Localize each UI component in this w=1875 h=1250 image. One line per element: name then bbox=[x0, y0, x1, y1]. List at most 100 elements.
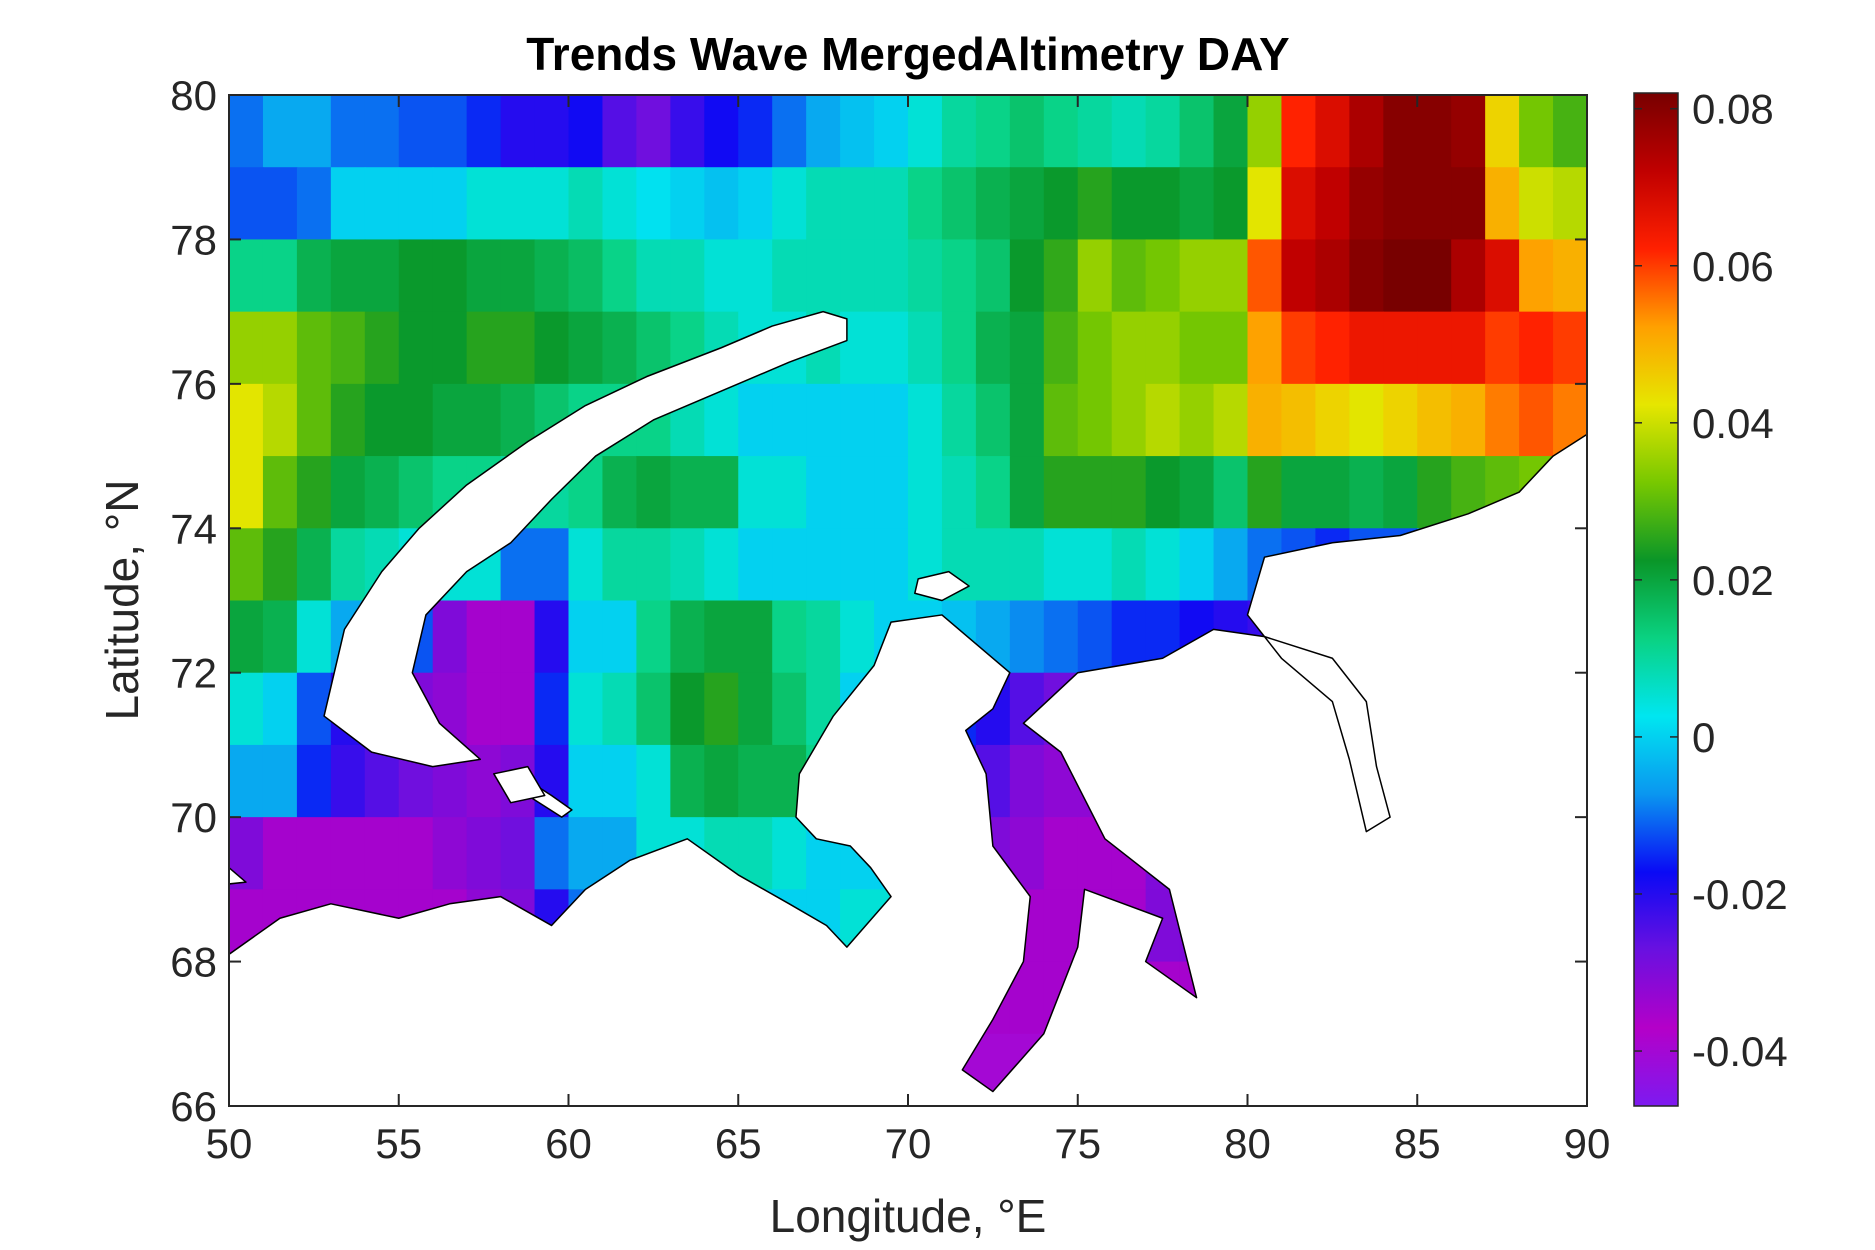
heatmap-cell bbox=[500, 311, 536, 385]
heatmap-cell bbox=[568, 95, 604, 168]
heatmap-cell bbox=[1145, 95, 1181, 168]
heatmap-cell bbox=[670, 672, 705, 746]
heatmap-cell bbox=[534, 311, 570, 385]
land-mask bbox=[229, 310, 1587, 1106]
heatmap-cell bbox=[1043, 239, 1079, 313]
heatmap-cell bbox=[364, 95, 400, 168]
heatmap-cell bbox=[840, 383, 875, 457]
heatmap-cell bbox=[466, 817, 502, 890]
heatmap-cell bbox=[1009, 528, 1045, 602]
heatmap-cell bbox=[1383, 239, 1418, 313]
heatmap-cell bbox=[1383, 456, 1418, 529]
heatmap-cell bbox=[364, 456, 400, 529]
heatmap-cell bbox=[602, 456, 637, 529]
heatmap-cell bbox=[1111, 528, 1147, 602]
heatmap-cell bbox=[466, 600, 502, 674]
heatmap-cell bbox=[1349, 167, 1384, 241]
heatmap-cell bbox=[704, 95, 739, 168]
heatmap-cell bbox=[1485, 95, 1520, 168]
heatmap-cell bbox=[330, 744, 366, 818]
heatmap-cell bbox=[1043, 600, 1079, 674]
heatmap-cell bbox=[229, 383, 264, 457]
heatmap-cell bbox=[1519, 239, 1554, 313]
heatmap-cell bbox=[568, 744, 604, 818]
heatmap-cell bbox=[534, 239, 570, 313]
heatmap-cell bbox=[1349, 95, 1384, 168]
heatmap-cell bbox=[975, 311, 1011, 385]
x-axis: 50 55 60 65 70 75 80 85 90 bbox=[206, 95, 1610, 1167]
heatmap-cell bbox=[1009, 456, 1045, 529]
heatmap-cell bbox=[432, 167, 468, 241]
heatmap-cell bbox=[602, 528, 637, 602]
heatmap-cell bbox=[772, 167, 807, 241]
heatmap-cell bbox=[1179, 239, 1215, 313]
heatmap-cell bbox=[1009, 600, 1045, 674]
heatmap-cell bbox=[941, 311, 977, 385]
heatmap-cell bbox=[1281, 167, 1316, 241]
heatmap-cell bbox=[1519, 167, 1554, 241]
heatmap-cell bbox=[398, 383, 434, 457]
heatmap-cell bbox=[229, 528, 264, 602]
heatmap-cell bbox=[1043, 817, 1079, 890]
heatmap-cell bbox=[1383, 383, 1418, 457]
heatmap-cell bbox=[1315, 95, 1350, 168]
heatmap-cell bbox=[432, 383, 468, 457]
heatmap-cell bbox=[704, 744, 739, 818]
heatmap-cell bbox=[941, 95, 977, 168]
heatmap-cell bbox=[398, 167, 434, 241]
heatmap-cell bbox=[296, 744, 332, 818]
heatmap-cell bbox=[330, 528, 366, 602]
heatmap-cell bbox=[602, 95, 637, 168]
heatmap-cell bbox=[806, 239, 841, 313]
heatmap-cell bbox=[534, 672, 570, 746]
heatmap-cell bbox=[1009, 239, 1045, 313]
heatmap-cell bbox=[364, 239, 400, 313]
colorbar-tick-label: 0.06 bbox=[1692, 243, 1774, 290]
heatmap-cell bbox=[1009, 383, 1045, 457]
heatmap-cell bbox=[772, 600, 807, 674]
heatmap-cell bbox=[1315, 239, 1350, 313]
heatmap-cell bbox=[1315, 383, 1350, 457]
heatmap-cell bbox=[738, 672, 773, 746]
heatmap-cell bbox=[975, 239, 1011, 313]
heatmap-cell bbox=[941, 383, 977, 457]
heatmap-cell bbox=[1451, 239, 1486, 313]
heatmap-cell bbox=[908, 95, 943, 168]
heatmap-cell bbox=[296, 600, 332, 674]
heatmap-cell bbox=[704, 528, 739, 602]
land-novaya-zemlya bbox=[323, 310, 848, 768]
heatmap-cell bbox=[1077, 239, 1113, 313]
heatmap-cell bbox=[602, 311, 637, 385]
heatmap-cell bbox=[975, 167, 1011, 241]
heatmap-cell bbox=[1111, 95, 1147, 168]
heatmap-cell bbox=[738, 383, 773, 457]
heatmap-cell bbox=[636, 744, 671, 818]
colorbar-tick-label: -0.02 bbox=[1692, 871, 1788, 918]
heatmap-cell bbox=[1111, 383, 1147, 457]
heatmap-cell bbox=[1213, 528, 1249, 602]
colorbar-tick-label: 0.02 bbox=[1692, 557, 1774, 604]
heatmap-cell bbox=[1213, 456, 1249, 529]
heatmap-cell bbox=[670, 239, 705, 313]
heatmap-cell bbox=[432, 239, 468, 313]
heatmap-cell bbox=[874, 528, 909, 602]
heatmap-cell bbox=[1145, 528, 1181, 602]
heatmap-cell bbox=[840, 528, 875, 602]
heatmap-cell bbox=[229, 456, 264, 529]
heatmap-cell bbox=[1519, 383, 1554, 457]
heatmap-cell bbox=[500, 167, 536, 241]
heatmap-cell bbox=[1077, 167, 1113, 241]
heatmap-cell bbox=[330, 456, 366, 529]
heatmap-cell bbox=[296, 456, 332, 529]
x-tick-label: 50 bbox=[206, 1120, 253, 1167]
heatmap-cell bbox=[1043, 528, 1079, 602]
heatmap-cell bbox=[1009, 744, 1045, 818]
heatmap-cell bbox=[874, 383, 909, 457]
heatmap-cell bbox=[1383, 95, 1418, 168]
heatmap-cell bbox=[1315, 311, 1350, 385]
heatmap-cell bbox=[806, 95, 841, 168]
heatmap-cell bbox=[1281, 311, 1316, 385]
land-kolguev-island bbox=[229, 866, 247, 885]
heatmap-cell bbox=[602, 167, 637, 241]
heatmap-cell bbox=[1281, 383, 1316, 457]
